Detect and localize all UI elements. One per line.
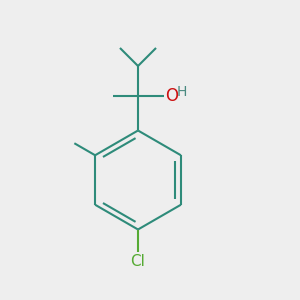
Text: Cl: Cl	[130, 254, 146, 269]
Text: O: O	[165, 87, 178, 105]
Text: H: H	[177, 85, 188, 99]
